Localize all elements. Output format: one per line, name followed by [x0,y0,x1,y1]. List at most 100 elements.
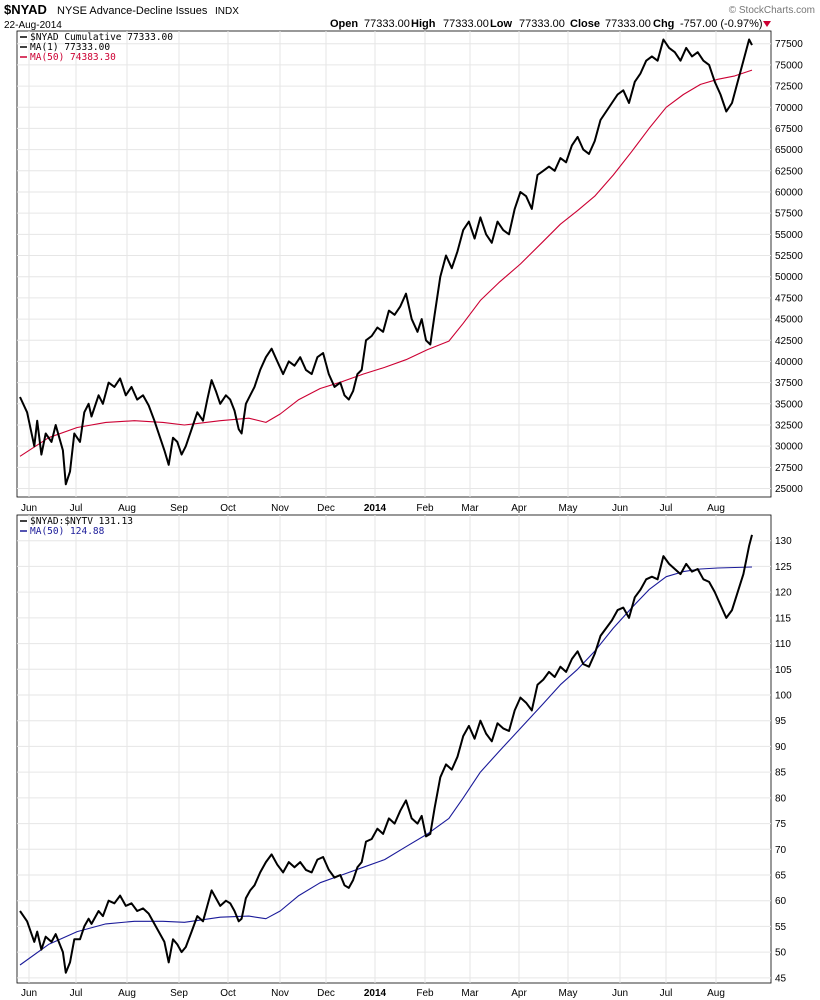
x-tick-label: Jul [660,988,673,999]
legend-entry: MA(1) 77333.00 [30,42,110,53]
x-tick-label: Sep [170,503,188,514]
y-tick-label: 77500 [775,39,803,50]
x-tick-label: 2014 [364,503,387,514]
high-label: High [411,18,436,30]
panel-bottom: 45 50 55 60 65 70 75 80 85 90 95 100 105 110 115 120 125… [16,514,792,984]
y-tick-label: 55 [775,922,787,933]
y-tick-label: 30000 [775,442,803,453]
x-tick-label: Jun [21,503,37,514]
y-tick-label: 27500 [775,463,803,474]
y-tick-label: 35000 [775,399,803,410]
y-tick-label: 45000 [775,315,803,326]
y-tick-label: 50 [775,948,787,959]
x-tick-label: Apr [511,503,527,514]
y-tick-label: 50000 [775,272,803,283]
x-tick-label: Jun [612,988,628,999]
x-tick-label: Mar [461,503,479,514]
legend-entry: $NYAD Cumulative 77333.00 [30,32,173,43]
y-tick-label: 90 [775,742,787,753]
exchange-label: INDX [215,6,239,17]
x-tick-label: Sep [170,988,188,999]
y-tick-label: 70 [775,845,787,856]
y-tick-label: 75 [775,819,787,830]
y-tick-label: 65000 [775,145,803,156]
y-tick-label: 95 [775,716,787,727]
y-tick-label: 57500 [775,209,803,220]
x-tick-label: May [559,503,578,514]
x-tick-label: May [559,988,578,999]
price-line [19,534,753,974]
y-tick-label: 70000 [775,103,803,114]
y-tick-label: 62500 [775,166,803,177]
legend-entry: MA(50) 124.88 [30,526,105,537]
x-tick-label: 2014 [364,988,387,999]
close-value: 77333.00 [605,18,651,30]
panel-bottom-y-axis: 45 50 55 60 65 70 75 80 85 90 95 100 105 110 115 120 125… [775,536,792,984]
x-tick-label: Apr [511,988,527,999]
panel-top-plot [19,38,753,486]
x-tick-label: Jul [70,988,83,999]
y-tick-label: 105 [775,665,792,676]
price-line [19,38,753,486]
y-tick-label: 65 [775,871,787,882]
close-label: Close [570,18,600,30]
legend-entry: MA(50) 74383.30 [30,52,116,63]
x-tick-label: Dec [317,988,335,999]
high-value: 77333.00 [443,18,489,30]
x-tick-label: Feb [416,988,434,999]
y-tick-label: 125 [775,562,792,573]
y-tick-label: 32500 [775,420,803,431]
x-tick-label: Aug [118,988,136,999]
panel-bottom-frame [16,514,772,984]
y-tick-label: 120 [775,588,792,599]
y-tick-label: 130 [775,536,792,547]
y-tick-label: 60000 [775,187,803,198]
x-tick-label: Feb [416,503,434,514]
open-label: Open [330,18,358,30]
down-arrow-icon [763,21,771,27]
x-tick-label: Aug [707,988,725,999]
panel-top: 25000 27500 30000 32500 35000 37500 40000 42500… [16,30,803,498]
y-tick-label: 42500 [775,336,803,347]
y-tick-label: 55000 [775,230,803,241]
panel-top-x-axis: Jun Jul Aug Sep Oct Nov Dec 2014 Feb Mar Apr May Jun… [21,503,725,514]
low-label: Low [490,18,512,30]
y-tick-label: 25000 [775,484,803,495]
y-tick-label: 115 [775,613,791,624]
x-tick-label: Jul [660,503,673,514]
y-tick-label: 67500 [775,124,803,135]
x-tick-label: Oct [220,988,236,999]
x-tick-label: Nov [271,988,289,999]
date-label: 22-Aug-2014 [4,20,62,31]
x-tick-label: Jun [612,503,628,514]
x-tick-label: Oct [220,503,236,514]
legend-entry: $NYAD:$NYTV 131.13 [30,516,133,527]
y-tick-label: 52500 [775,251,803,262]
y-tick-label: 100 [775,691,792,702]
x-tick-label: Dec [317,503,335,514]
change-value: -757.00 (-0.97%) [680,18,763,30]
y-tick-label: 72500 [775,82,803,93]
x-tick-label: Mar [461,988,479,999]
x-tick-label: Nov [271,503,289,514]
symbol-label: $NYAD [4,2,47,17]
y-tick-label: 75000 [775,60,803,71]
y-tick-label: 47500 [775,293,803,304]
panel-top-frame [16,30,772,498]
x-tick-label: Jul [70,503,83,514]
low-value: 77333.00 [519,18,565,30]
x-tick-label: Aug [118,503,136,514]
y-tick-label: 80 [775,793,787,804]
panel-bottom-plot [19,534,753,974]
open-value: 77333.00 [364,18,410,30]
x-tick-label: Aug [707,503,725,514]
watermark: © StockCharts.com [729,5,815,16]
change-label: Chg [653,18,674,30]
moving-average-line [19,566,753,966]
panel-bottom-x-axis: Jun Jul Aug Sep Oct Nov Dec 2014 Feb Mar Apr May Jun… [21,988,725,999]
index-name: NYSE Advance-Decline Issues [57,5,208,17]
y-tick-label: 110 [775,639,791,650]
